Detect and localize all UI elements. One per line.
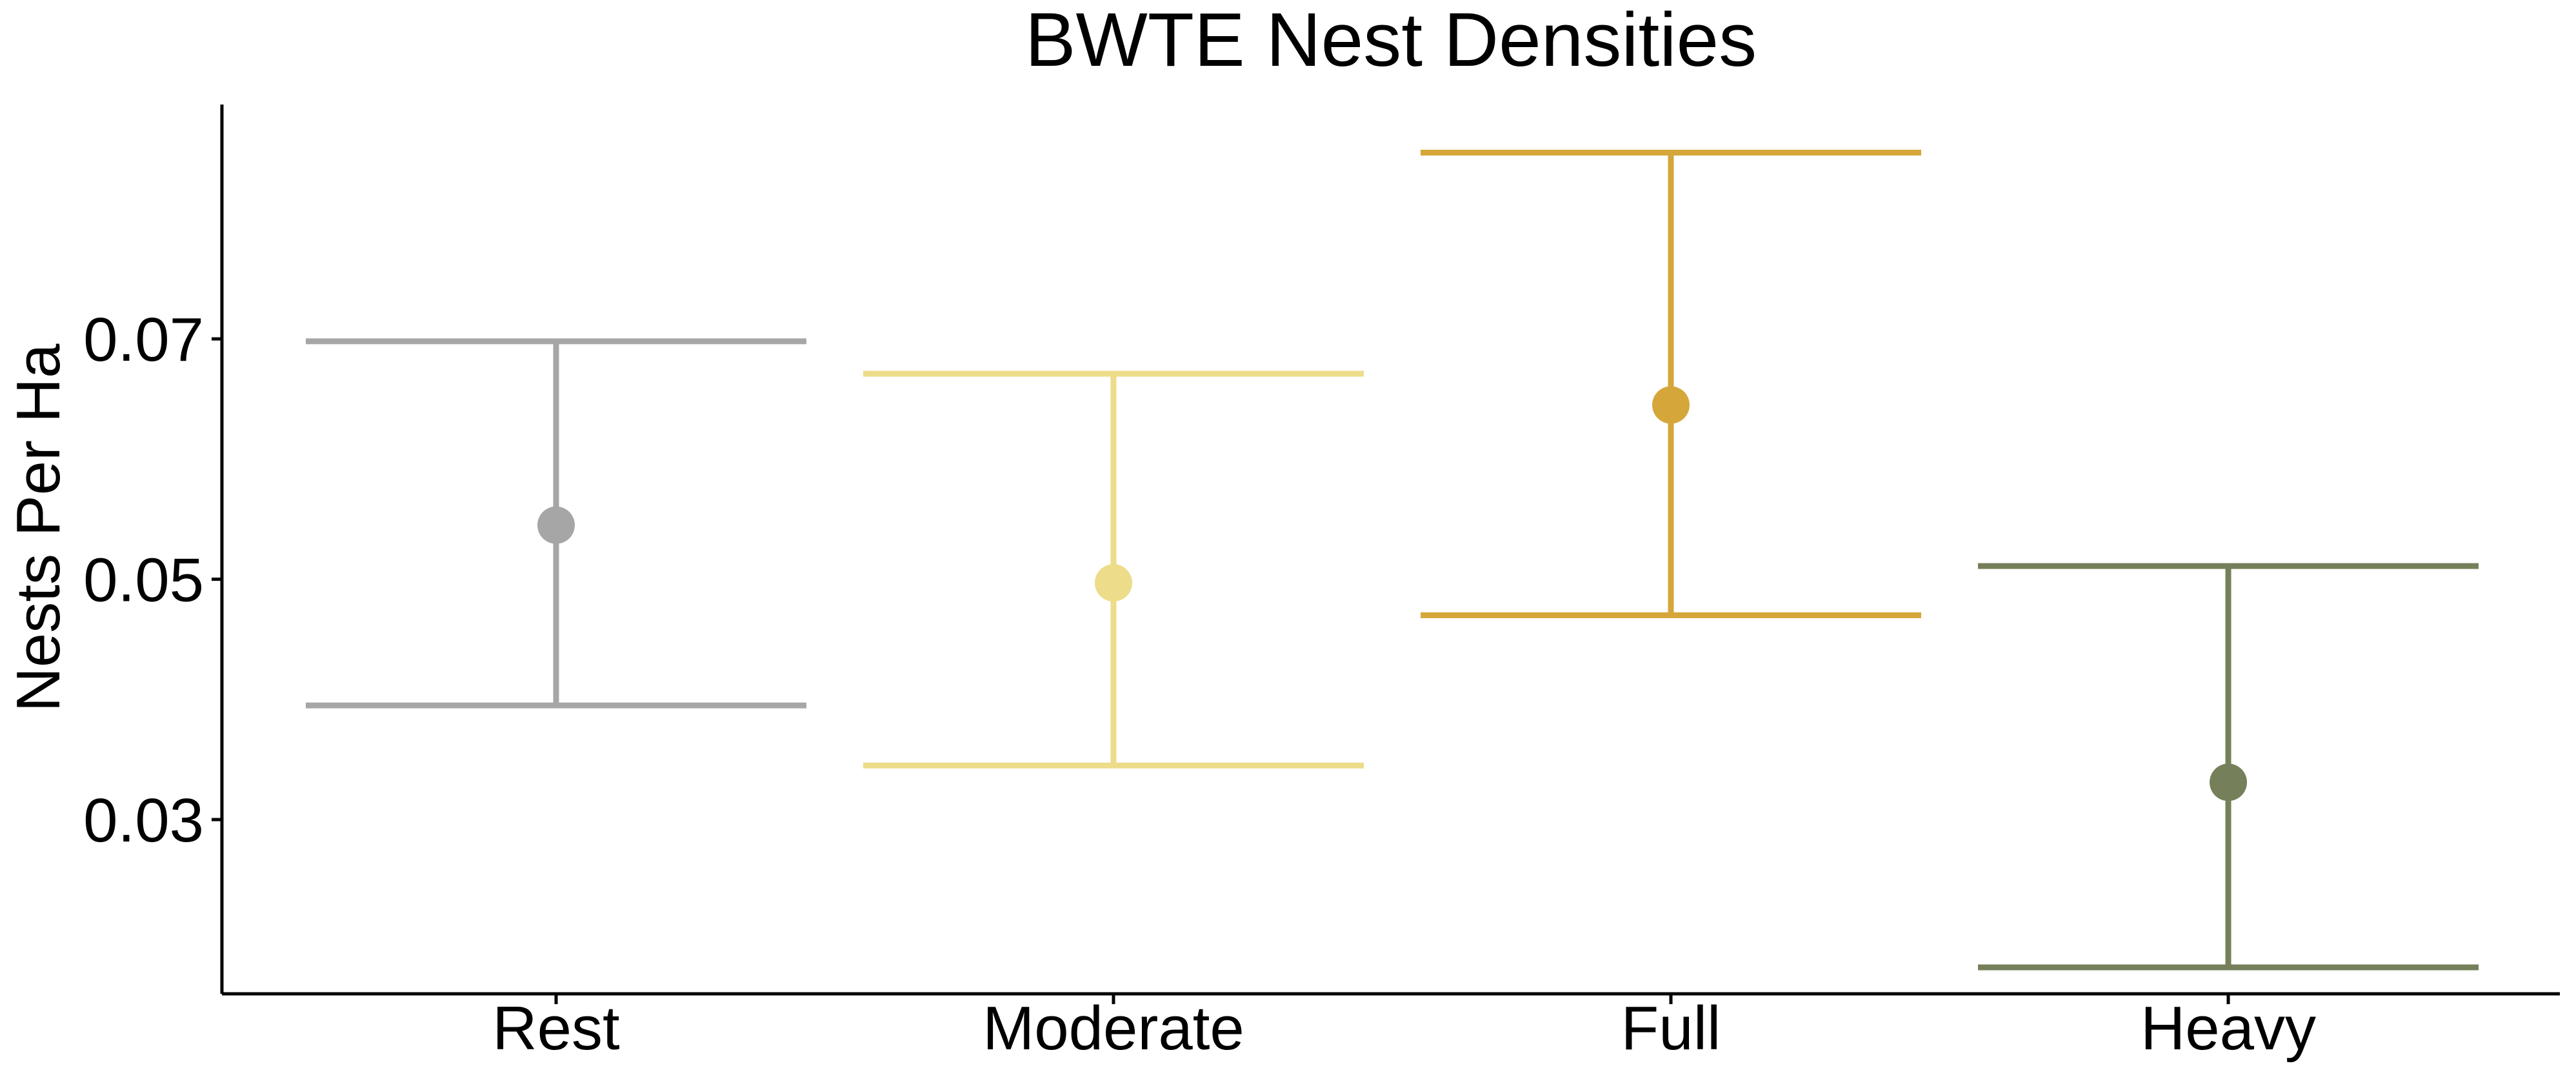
estimate-point	[2210, 763, 2247, 802]
x-ticks: Rest Moderate Full Heavy	[492, 994, 2316, 1063]
series	[306, 149, 2479, 971]
error-bar-group	[306, 338, 806, 709]
y-ticks: 0.03 0.05 0.07	[83, 305, 222, 855]
x-tick-label: Heavy	[2141, 994, 2316, 1063]
error-bar-group	[1421, 149, 1921, 618]
x-tick-label: Moderate	[983, 994, 1244, 1063]
error-bar-group	[863, 370, 1364, 769]
estimate-point	[1652, 386, 1690, 424]
y-tick-label: 0.07	[83, 305, 204, 374]
estimate-point	[537, 506, 575, 544]
y-tick-label: 0.05	[83, 546, 204, 615]
error-bar-group	[1978, 563, 2479, 971]
chart-title: BWTE Nest Densities	[1025, 0, 1757, 83]
x-tick-label: Rest	[492, 994, 619, 1063]
estimate-point	[1095, 564, 1132, 602]
y-axis-label: Nests Per Ha	[4, 343, 73, 712]
x-tick-label: Full	[1621, 994, 1721, 1063]
y-tick-label: 0.03	[83, 786, 204, 855]
